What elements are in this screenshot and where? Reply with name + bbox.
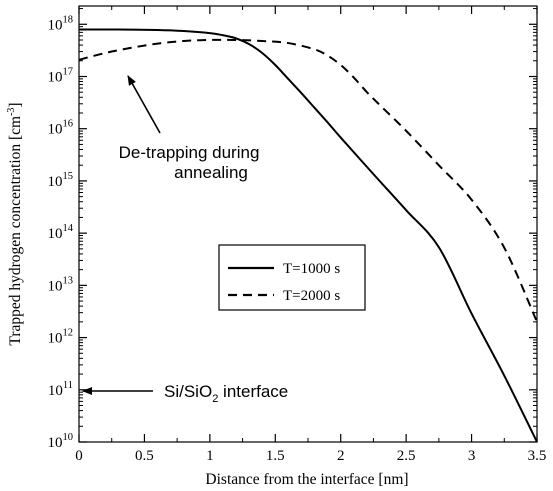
annotation-interface: Si/SiO2 interface: [82, 382, 288, 405]
x-axis-ticks: 0 0.5 1 1.5 2 2.5 3 3.5: [75, 6, 546, 464]
y-axis-label: Trapped hydrogen concentration [cm-3]: [6, 102, 24, 345]
legend-box: [218, 244, 366, 311]
plot-frame: [78, 5, 538, 443]
x-tick-label: 0.5: [135, 448, 154, 464]
x-tick-label: 1: [206, 448, 214, 464]
y-tick-label: 1013: [48, 275, 74, 294]
y-tick-label-base: 10: [48, 122, 63, 138]
y-tick-label-exponent: 11: [63, 380, 73, 391]
y-tick-label-base: 10: [48, 278, 63, 294]
y-tick-label-base: 10: [48, 174, 63, 190]
legend-label-1: T=1000 s: [283, 261, 340, 277]
annotation-interface-text: Si/SiO2 interface: [164, 382, 288, 405]
x-tick-label: 3: [468, 448, 476, 464]
x-tick-label: 0: [75, 448, 83, 464]
y-tick-label-base: 10: [48, 331, 63, 347]
y-tick-label-base: 10: [48, 69, 63, 85]
annotation-interface-end: interface: [218, 382, 288, 401]
y-tick-label: 1015: [48, 171, 74, 190]
y-tick-label: 1014: [48, 223, 74, 242]
x-tick-label: 2.5: [397, 448, 416, 464]
y-axis-label-sup: -3: [6, 108, 17, 116]
y-axis-label-end: ]: [7, 102, 24, 107]
y-tick-label-base: 10: [48, 383, 63, 399]
y-tick-label-exponent: 13: [63, 275, 74, 286]
y-tick-label: 1012: [48, 328, 74, 347]
series-layer: [78, 28, 538, 443]
y-tick-label-base: 10: [48, 435, 63, 451]
series-line-2: [78, 38, 538, 323]
annotation-interface-sub: 2: [212, 393, 218, 405]
y-axis-label-main: Trapped hydrogen concentration [cm: [7, 116, 24, 346]
y-tick-label-base: 10: [48, 17, 63, 33]
y-tick-label: 1018: [48, 14, 74, 33]
y-tick-label-exponent: 10: [63, 432, 74, 443]
y-tick-label-exponent: 17: [63, 66, 74, 77]
y-tick-label: 1011: [48, 380, 73, 399]
legend-label-2: T=2000 s: [283, 288, 340, 304]
series-line-1: [78, 28, 538, 443]
y-tick-label: 1017: [48, 66, 74, 85]
y-tick-label: 1016: [48, 119, 74, 138]
annotation-detrapping: De-trapping during annealing: [119, 75, 260, 182]
x-axis-label: Distance from the interface [nm]: [205, 471, 408, 488]
annotation-detrapping-line1: De-trapping during: [119, 143, 260, 162]
y-tick-label-exponent: 12: [63, 328, 74, 339]
annotation-arrow-detrapping: [127, 75, 161, 134]
y-tick-label-exponent: 14: [63, 223, 74, 234]
annotation-interface-main: Si/SiO: [164, 382, 212, 401]
annotation-detrapping-line2: annealing: [174, 163, 248, 182]
y-tick-label-base: 10: [48, 226, 63, 242]
legend: T=1000 s T=2000 s: [218, 244, 366, 311]
y-tick-label: 1010: [48, 432, 74, 451]
x-tick-label: 1.5: [266, 448, 285, 464]
x-tick-label: 3.5: [528, 448, 547, 464]
y-tick-label-exponent: 18: [63, 14, 74, 25]
y-tick-label-exponent: 15: [63, 171, 74, 182]
x-tick-label: 2: [337, 448, 345, 464]
y-tick-label-exponent: 16: [63, 119, 74, 130]
